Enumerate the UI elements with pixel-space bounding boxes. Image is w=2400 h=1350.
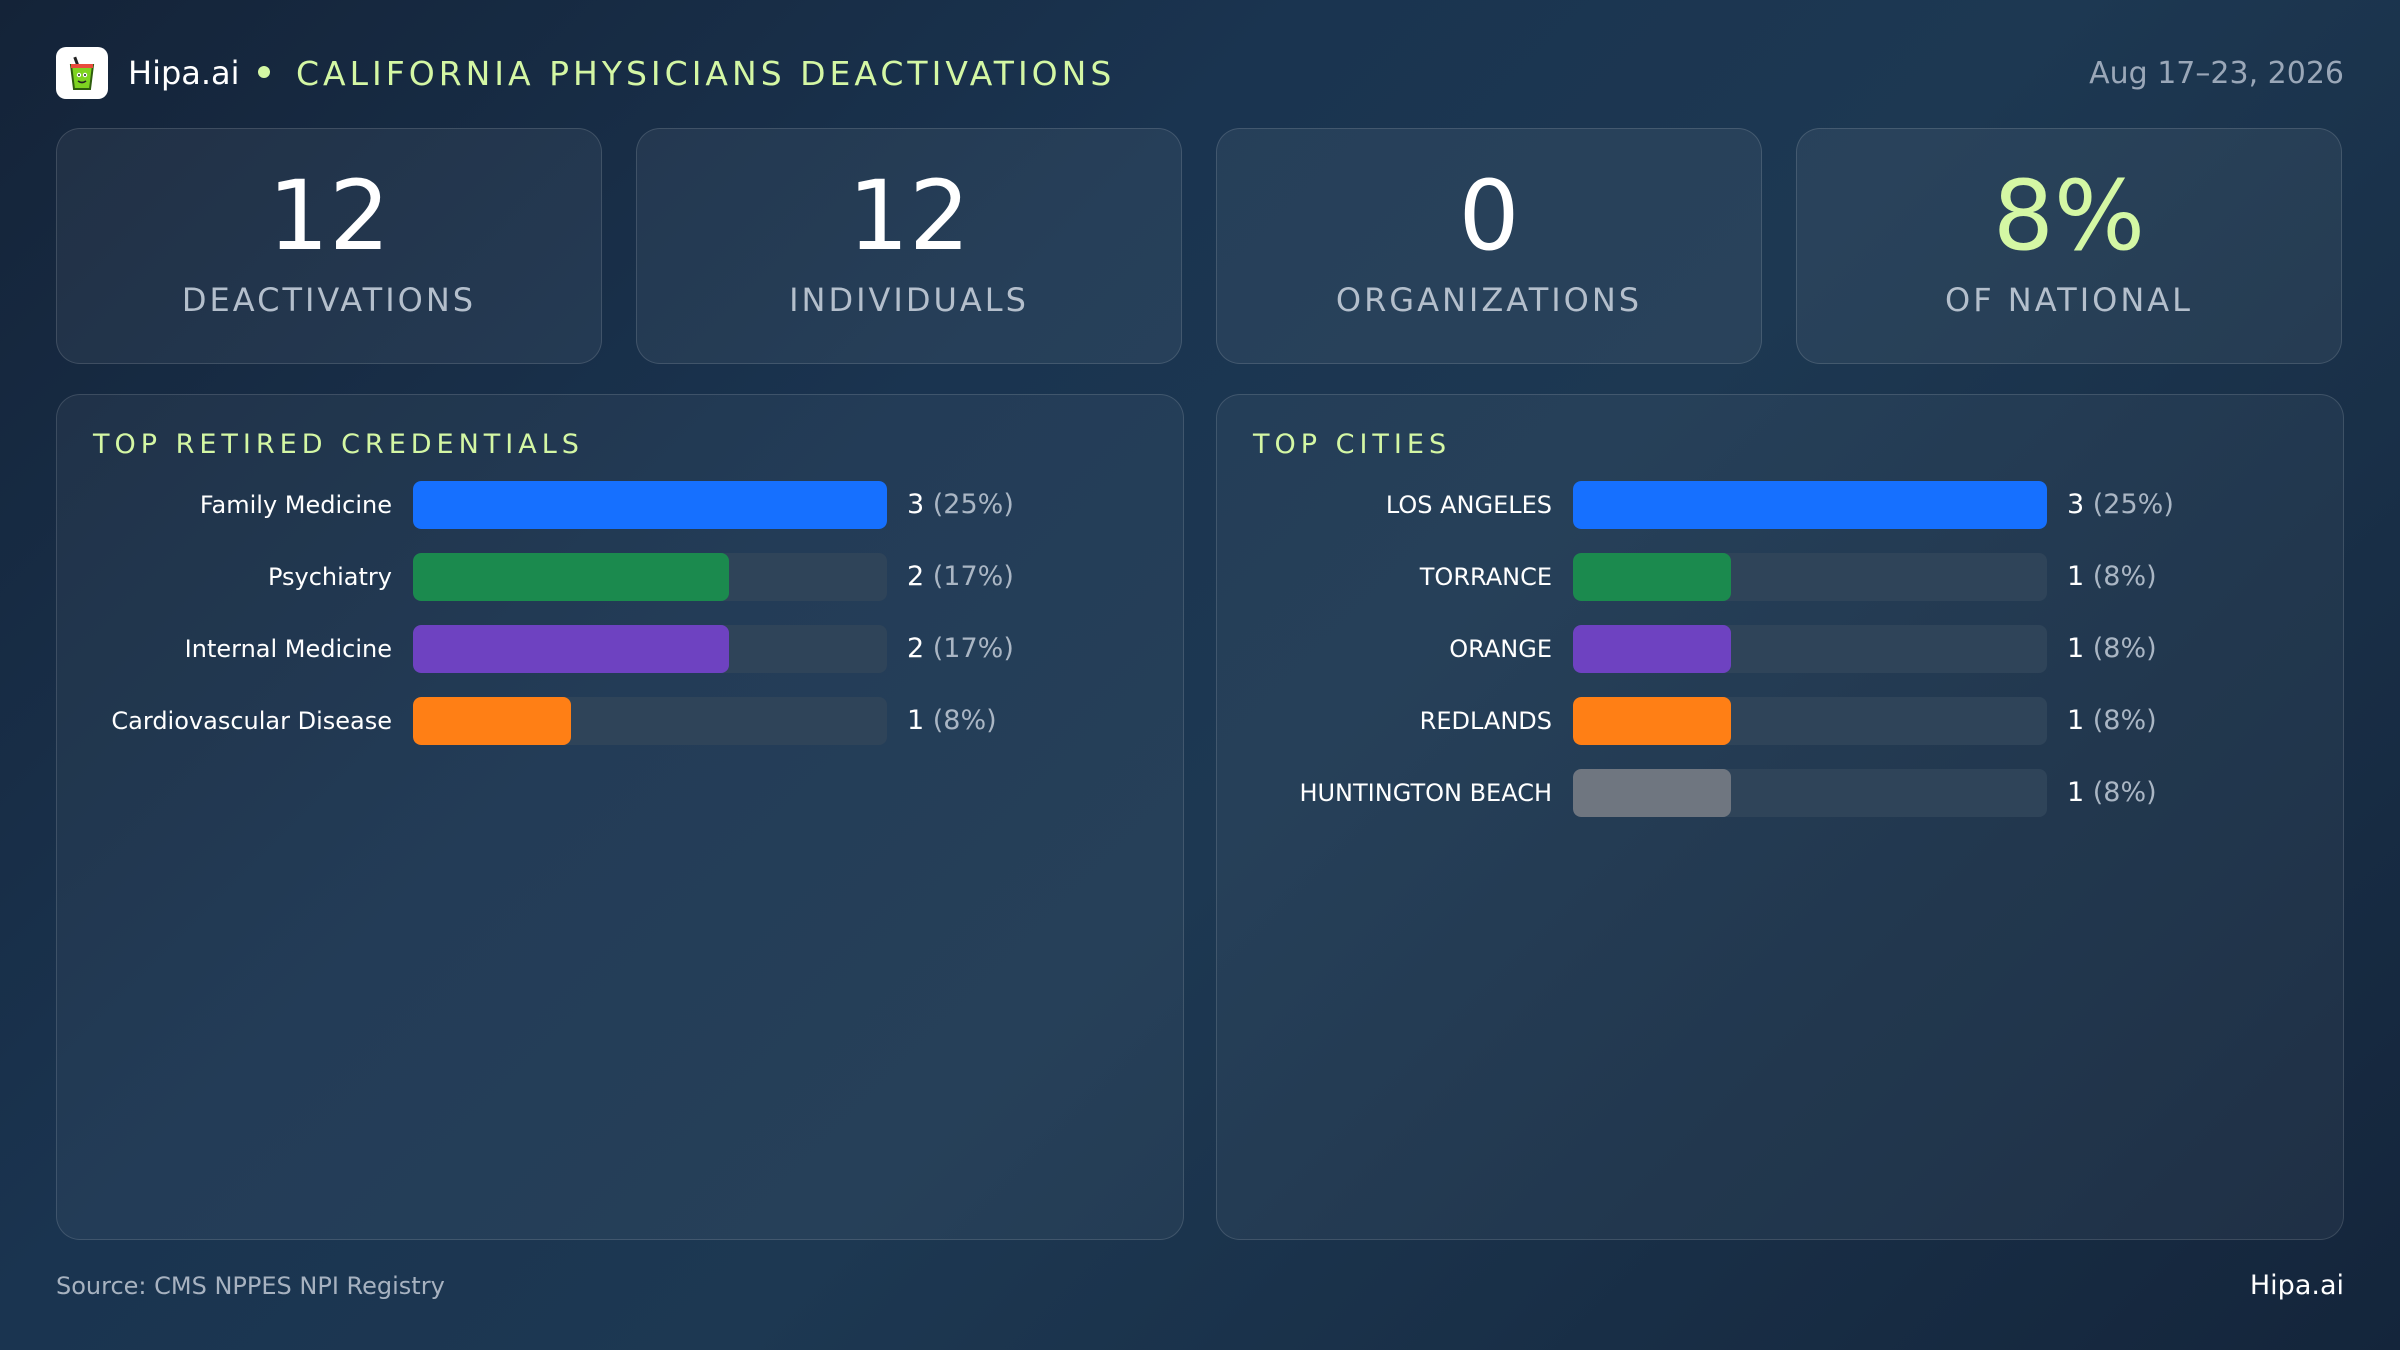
kpi-label: INDIVIDUALS	[789, 281, 1029, 319]
separator-dot	[258, 66, 270, 78]
report-title: CALIFORNIA PHYSICIANS DEACTIVATIONS	[296, 54, 1116, 93]
bar-label: Family Medicine	[199, 491, 392, 519]
bar-track	[413, 625, 887, 673]
kpi-value: 0	[1458, 160, 1520, 272]
bar	[413, 697, 571, 745]
bar	[413, 553, 729, 601]
bar-track	[1573, 481, 2047, 529]
bar-percent: (8%)	[2084, 705, 2157, 736]
bar-label: HUNTINGTON BEACH	[1299, 779, 1552, 807]
bar-percent: (8%)	[2084, 633, 2157, 664]
bar-track	[413, 697, 887, 745]
logo	[56, 47, 108, 99]
bar-value-label: 1 (8%)	[2067, 705, 2157, 736]
bar-label: TORRANCE	[1419, 563, 1552, 591]
panel-title: TOP CITIES	[1253, 429, 1452, 460]
bar-row: Family Medicine 3 (25%)	[57, 481, 1183, 531]
bar-value-label: 1 (8%)	[907, 705, 997, 736]
panel-top-cities: TOP CITIES LOS ANGELES 3 (25%) TORRANCE 1 (…	[1216, 394, 2344, 1240]
drink-cup-icon	[69, 56, 95, 90]
bar	[1573, 769, 1731, 817]
bar-value-label: 1 (8%)	[2067, 561, 2157, 592]
bar-row: LOS ANGELES 3 (25%)	[1217, 481, 2343, 531]
kpi-card-deactivations: 12 DEACTIVATIONS	[56, 128, 602, 364]
kpi-card-individuals: 12 INDIVIDUALS	[636, 128, 1182, 364]
bar-row: REDLANDS 1 (8%)	[1217, 697, 2343, 747]
bar-label: Cardiovascular Disease	[111, 707, 392, 735]
bar-percent: (8%)	[924, 705, 997, 736]
footer-brand: Hipa.ai	[2249, 1270, 2344, 1301]
kpi-value: 12	[847, 160, 971, 272]
bar	[1573, 553, 1731, 601]
bar-value: 3	[907, 489, 925, 520]
bar-row: Internal Medicine 2 (17%)	[57, 625, 1183, 675]
bar-track	[1573, 769, 2047, 817]
bar-percent: (8%)	[2084, 561, 2157, 592]
bar-percent: (17%)	[924, 561, 1014, 592]
bar-value: 1	[907, 705, 925, 736]
bar-value-label: 2 (17%)	[907, 633, 1014, 664]
bar-value: 2	[907, 561, 925, 592]
bar-label: LOS ANGELES	[1385, 491, 1552, 519]
bar-row: HUNTINGTON BEACH 1 (8%)	[1217, 769, 2343, 819]
bar	[413, 625, 729, 673]
bar-value: 1	[2067, 633, 2085, 664]
source-note: Source: CMS NPPES NPI Registry	[56, 1272, 445, 1300]
bar-track	[413, 553, 887, 601]
bar-row: Cardiovascular Disease 1 (8%)	[57, 697, 1183, 747]
bar	[413, 481, 887, 529]
kpi-label: DEACTIVATIONS	[181, 281, 477, 319]
brand-name: Hipa.ai	[128, 54, 240, 92]
bar-row: Psychiatry 2 (17%)	[57, 553, 1183, 603]
bar-label: Internal Medicine	[184, 635, 392, 663]
bar-value: 1	[2067, 705, 2085, 736]
header: Hipa.ai CALIFORNIA PHYSICIANS DEACTIVATI…	[56, 46, 2344, 102]
bar	[1573, 481, 2047, 529]
bar-value-label: 3 (25%)	[907, 489, 1014, 520]
bar-value-label: 1 (8%)	[2067, 777, 2157, 808]
bar-row: ORANGE 1 (8%)	[1217, 625, 2343, 675]
bar-percent: (25%)	[2084, 489, 2174, 520]
bar-value: 2	[907, 633, 925, 664]
bar-label: REDLANDS	[1419, 707, 1552, 735]
kpi-value: 12	[267, 160, 391, 272]
date-range: Aug 17–23, 2026	[2089, 56, 2344, 91]
kpi-card-of-national: 8% OF NATIONAL	[1796, 128, 2342, 364]
bar-percent: (17%)	[924, 633, 1014, 664]
bar-value: 1	[2067, 561, 2085, 592]
bar-value: 1	[2067, 777, 2085, 808]
panel-title: TOP RETIRED CREDENTIALS	[93, 429, 584, 460]
bar-percent: (8%)	[2084, 777, 2157, 808]
bar-label: ORANGE	[1449, 635, 1552, 663]
kpi-label: ORGANIZATIONS	[1335, 281, 1643, 319]
bar-track	[1573, 625, 2047, 673]
bar-percent: (25%)	[924, 489, 1014, 520]
bar-track	[413, 481, 887, 529]
kpi-label: OF NATIONAL	[1945, 281, 2193, 319]
bar-value-label: 3 (25%)	[2067, 489, 2174, 520]
bar-track	[1573, 553, 2047, 601]
bar-row: TORRANCE 1 (8%)	[1217, 553, 2343, 603]
bar-value-label: 1 (8%)	[2067, 633, 2157, 664]
bar-value-label: 2 (17%)	[907, 561, 1014, 592]
bar	[1573, 625, 1731, 673]
kpi-card-organizations: 0 ORGANIZATIONS	[1216, 128, 1762, 364]
kpi-value: 8%	[1992, 160, 2146, 272]
bar-value: 3	[2067, 489, 2085, 520]
bar-label: Psychiatry	[267, 563, 392, 591]
bar-track	[1573, 697, 2047, 745]
panel-top-retired-credentials: TOP RETIRED CREDENTIALS Family Medicine 3…	[56, 394, 1184, 1240]
bar	[1573, 697, 1731, 745]
